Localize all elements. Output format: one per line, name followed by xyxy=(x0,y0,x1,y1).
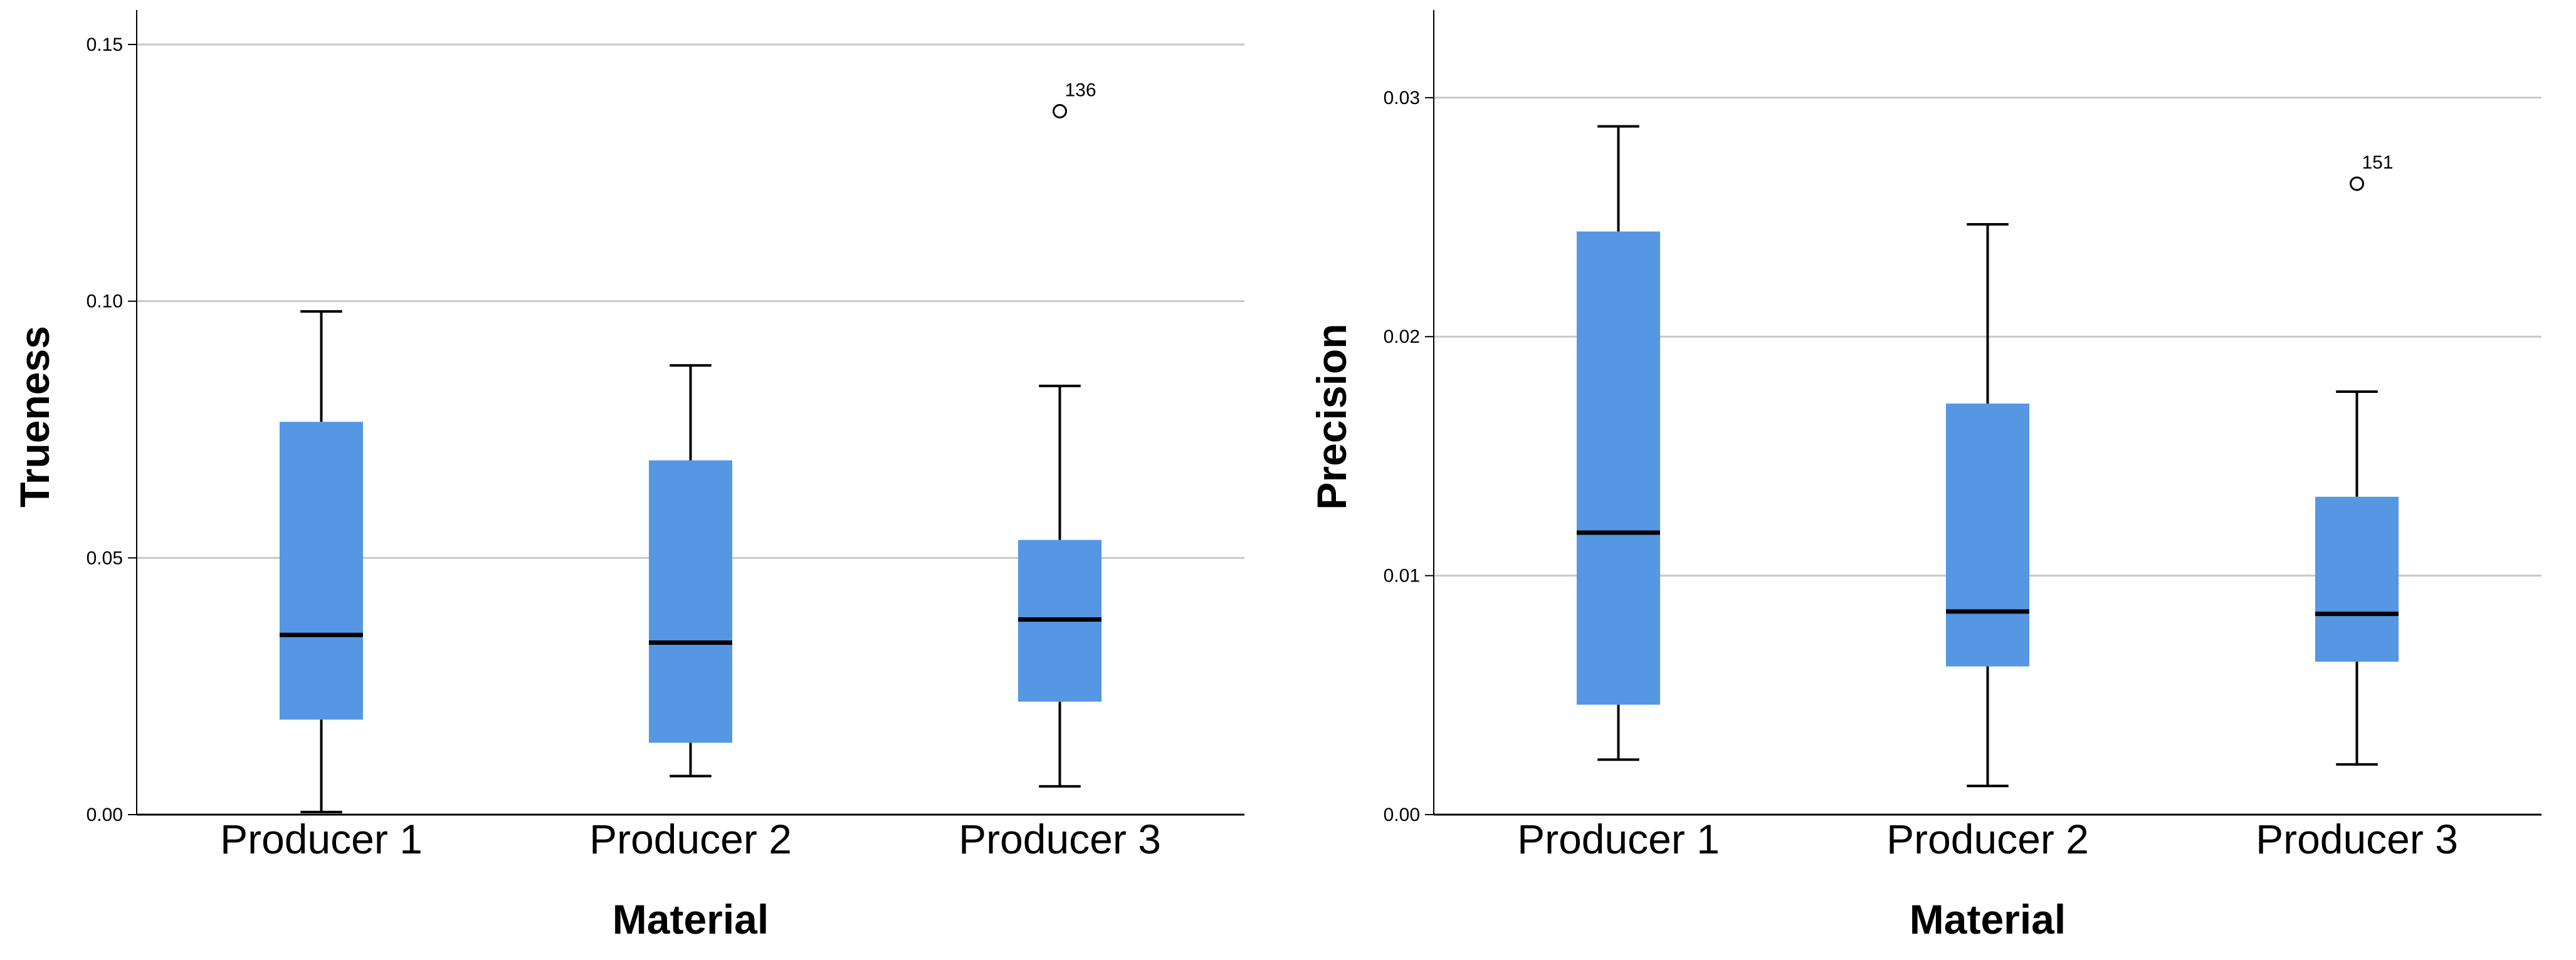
y-tick-label: 0.03 xyxy=(1384,88,1420,108)
y-tick-label: 0.05 xyxy=(87,548,123,568)
x-category-label: Producer 2 xyxy=(1886,816,2089,862)
y-tick-label: 0.00 xyxy=(87,805,123,825)
outlier-label: 151 xyxy=(2362,152,2394,173)
outlier-point xyxy=(1053,103,1067,118)
y-axis-title: Trueness xyxy=(11,326,58,508)
precision-boxplot: 0.00 0.01 0.02 0.03 Producer 1 Producer 2 151 P… xyxy=(1308,10,2542,942)
iqr-box xyxy=(1577,231,1660,705)
outlier-label: 136 xyxy=(1065,80,1096,100)
iqr-box xyxy=(649,460,732,743)
iqr-box xyxy=(280,422,363,720)
y-tick-label: 0.00 xyxy=(1384,805,1420,825)
outlier-point xyxy=(2350,176,2364,191)
y-tick-label: 0.10 xyxy=(87,291,123,312)
x-category-label: Producer 1 xyxy=(220,816,423,862)
x-category-label: Producer 3 xyxy=(2256,816,2458,862)
iqr-box xyxy=(1946,404,2029,667)
trueness-chart-panel: 0.00 0.05 0.10 0.15 Producer 1 Producer 2 136 P… xyxy=(0,0,1279,960)
y-axis-title: Precision xyxy=(1308,323,1355,509)
x-category-label: Producer 3 xyxy=(959,816,1161,862)
y-tick-label: 0.01 xyxy=(1384,566,1420,587)
x-category-label: Producer 1 xyxy=(1517,816,1720,862)
x-axis-title: Material xyxy=(612,896,769,942)
y-tick-label: 0.02 xyxy=(1384,326,1420,347)
x-axis-title: Material xyxy=(1910,896,2066,942)
x-category-label: Producer 2 xyxy=(589,816,792,862)
y-tick-label: 0.15 xyxy=(87,34,123,55)
precision-chart-panel: 0.00 0.01 0.02 0.03 Producer 1 Producer 2 151 P… xyxy=(1297,0,2576,960)
iqr-box xyxy=(2315,496,2399,662)
trueness-boxplot: 0.00 0.05 0.10 0.15 Producer 1 Producer 2 136 P… xyxy=(11,10,1244,942)
